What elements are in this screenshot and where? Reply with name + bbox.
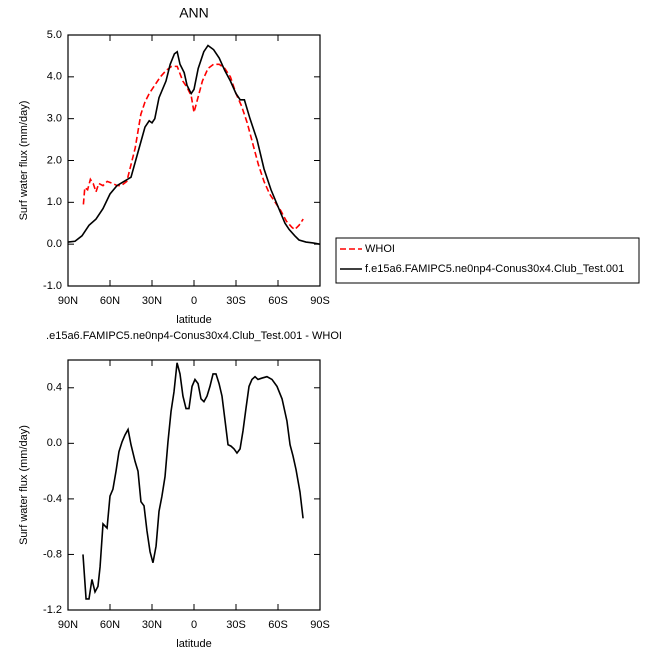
chart-title: ANN xyxy=(179,5,209,21)
y-tick-label: 5.0 xyxy=(47,29,62,41)
x-tick-label: 30N xyxy=(142,295,162,307)
data-line xyxy=(82,362,304,600)
x-axis-label: latitude xyxy=(176,638,211,650)
legend-box xyxy=(335,237,640,284)
legend-label: WHOI xyxy=(365,243,395,255)
legend-label: f.e15a6.FAMIPC5.ne0np4-Conus30x4.Club_Te… xyxy=(365,263,624,275)
y-tick-label: -1.2 xyxy=(43,604,62,616)
x-tick-label: 90N xyxy=(58,295,78,307)
y-axis-label: Surf water flux (mm/day) xyxy=(18,101,30,221)
y-tick-label: 4.0 xyxy=(47,71,62,83)
x-tick-label: 30S xyxy=(226,619,246,631)
x-tick-label: 90S xyxy=(310,295,330,307)
x-tick-label: 30S xyxy=(226,295,246,307)
y-tick-label: 0.0 xyxy=(47,238,62,250)
y-tick-label: -0.8 xyxy=(43,548,62,560)
x-tick-label: 30N xyxy=(142,619,162,631)
x-tick-label: 0 xyxy=(191,295,197,307)
y-tick-label: 0.4 xyxy=(47,382,62,394)
y-axis-label: Surf water flux (mm/day) xyxy=(18,425,30,545)
x-tick-label: 60N xyxy=(100,295,120,307)
x-axis-label: latitude xyxy=(176,314,211,326)
data-line xyxy=(67,44,321,245)
x-tick-label: 60S xyxy=(268,295,288,307)
x-tick-label: 90N xyxy=(58,619,78,631)
y-tick-label: 1.0 xyxy=(47,196,62,208)
x-tick-label: 60S xyxy=(268,619,288,631)
x-tick-label: 60N xyxy=(100,619,120,631)
plot-frame xyxy=(67,359,321,611)
x-tick-label: 90S xyxy=(310,619,330,631)
y-tick-label: 3.0 xyxy=(47,113,62,125)
chart-title: .e15a6.FAMIPC5.ne0np4-Conus30x4.Club_Tes… xyxy=(46,330,342,342)
y-tick-label: 0.0 xyxy=(47,437,62,449)
data-line xyxy=(82,63,304,231)
y-tick-label: -0.4 xyxy=(43,493,62,505)
plot-frame xyxy=(67,34,321,287)
x-tick-label: 0 xyxy=(191,619,197,631)
y-tick-label: 2.0 xyxy=(47,154,62,166)
y-tick-label: -1.0 xyxy=(43,280,62,292)
